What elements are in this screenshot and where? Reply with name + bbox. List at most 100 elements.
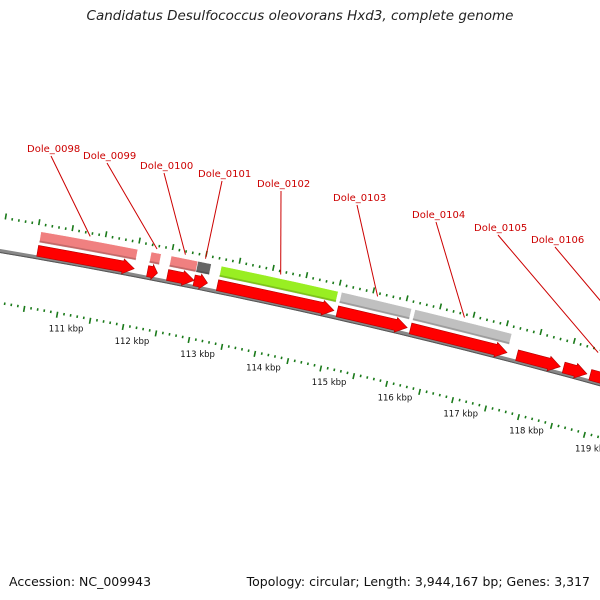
feature-bar-dole-0102[interactable]	[218, 265, 339, 303]
upper-tick	[325, 279, 328, 283]
backbone-line	[0, 248, 600, 387]
gene-arrow-4[interactable]	[192, 273, 208, 290]
upper-tick	[171, 243, 175, 251]
gene-label-dole-0106[interactable]: Dole_0106	[531, 235, 584, 246]
gene-label-dole-0100[interactable]: Dole_0100	[140, 161, 193, 172]
gene-arrow-10[interactable]	[588, 369, 600, 405]
feature-bar-dole-0101[interactable]	[195, 261, 212, 276]
feature-bar-shadow	[39, 240, 137, 261]
lower-tick	[582, 431, 586, 438]
leader-line	[106, 162, 158, 250]
upper-tick	[459, 311, 462, 315]
lower-tick	[55, 311, 59, 318]
lower-tick	[524, 415, 527, 419]
lower-tick	[187, 336, 191, 344]
lower-tick	[346, 371, 349, 375]
lower-tick	[273, 355, 277, 358]
feature-bar-shadow	[149, 260, 160, 265]
upper-tick	[566, 339, 569, 343]
kbp-label: 112 kbp	[115, 337, 150, 347]
lower-tick	[227, 345, 230, 348]
gene-label-dole-0101[interactable]: Dole_0101	[198, 169, 251, 180]
gene-label-dole-0098[interactable]: Dole_0098	[27, 144, 80, 155]
upper-tick	[579, 343, 582, 346]
gene-label-dole-0102[interactable]: Dole_0102	[257, 179, 310, 190]
upper-tick	[572, 337, 576, 345]
upper-tick	[305, 272, 309, 279]
leader-line	[205, 180, 223, 259]
gene-arrow-3[interactable]	[166, 269, 195, 286]
lower-tick	[333, 368, 336, 372]
lower-tick	[121, 323, 125, 331]
gene-arrow-6[interactable]	[335, 305, 408, 333]
upper-tick	[492, 320, 495, 323]
gene-arrow-8[interactable]	[515, 349, 561, 372]
lower-tick	[220, 343, 224, 350]
lower-tick	[549, 422, 554, 429]
upper-tick	[285, 271, 288, 274]
lower-tick	[240, 347, 244, 351]
genome-backbone	[0, 248, 600, 387]
lower-tick	[366, 376, 369, 379]
gene-arrow-5[interactable]	[215, 279, 335, 316]
upper-tick	[559, 337, 562, 341]
lower-tick	[544, 421, 547, 424]
gene-label-dole-0099[interactable]: Dole_0099	[83, 151, 136, 162]
lower-tick	[247, 349, 250, 353]
lower-tick	[563, 426, 567, 430]
gene-arrow-2[interactable]	[146, 263, 158, 281]
lower-tick	[438, 393, 441, 397]
feature-bar-dole-0103[interactable]	[338, 291, 412, 320]
upper-tick	[104, 231, 108, 238]
feature-bar-dole-0104[interactable]	[412, 309, 513, 345]
lower-tick	[570, 428, 573, 431]
upper-tick	[312, 276, 315, 280]
gene-arrow-1[interactable]	[36, 245, 135, 275]
gene-arrow-7[interactable]	[408, 322, 508, 358]
lower-tick	[379, 379, 382, 383]
lower-tick	[537, 419, 540, 423]
feature-bar-dole-0098[interactable]	[38, 231, 139, 261]
lower-tick	[471, 402, 474, 405]
kbp-label: 117 kbp	[443, 410, 478, 420]
backbone-shadow	[0, 252, 600, 387]
lower-tick	[319, 365, 323, 372]
upper-tick	[512, 325, 515, 329]
leader-line	[497, 234, 599, 353]
kbp-label: 116 kbp	[378, 394, 413, 404]
lower-tick	[267, 353, 270, 357]
lower-tick	[313, 363, 316, 367]
upper-tick	[425, 303, 428, 307]
upper-tick	[552, 335, 555, 339]
upper-tick	[225, 258, 228, 262]
lower-tick	[405, 385, 408, 389]
gene-label-dole-0105[interactable]: Dole_0105	[474, 223, 527, 234]
feature-bar-shadow	[169, 264, 197, 272]
upper-tick	[499, 321, 502, 325]
kbp-axis-labels: 111 kbp 112 kbp 113 kbp 114 kbp 115 kbp 116 k…	[49, 325, 600, 455]
tick-marks-upper	[4, 213, 600, 352]
lower-tick	[478, 403, 481, 407]
upper-tick	[586, 344, 589, 348]
upper-tick	[539, 328, 543, 336]
lower-tick	[201, 339, 204, 343]
lower-tick	[445, 395, 448, 399]
upper-tick	[452, 310, 455, 313]
upper-tick	[265, 266, 268, 270]
upper-tick	[479, 316, 482, 320]
upper-tick	[472, 311, 476, 318]
lower-tick	[352, 372, 356, 380]
lower-tick	[194, 338, 197, 342]
gene-arrows	[36, 245, 600, 405]
gene-arrow-9[interactable]	[561, 361, 588, 379]
upper-tick	[138, 237, 141, 244]
lower-tick	[399, 383, 402, 387]
gene-label-dole-0103[interactable]: Dole_0103	[333, 193, 386, 204]
upper-tick	[439, 303, 443, 310]
gene-label-dole-0104[interactable]: Dole_0104	[412, 210, 465, 221]
upper-tick	[352, 286, 355, 289]
lower-tick	[300, 360, 303, 364]
leader-line	[435, 221, 465, 318]
feature-bar-dole-0099[interactable]	[148, 251, 162, 265]
feature-bar-shadow	[195, 270, 210, 275]
